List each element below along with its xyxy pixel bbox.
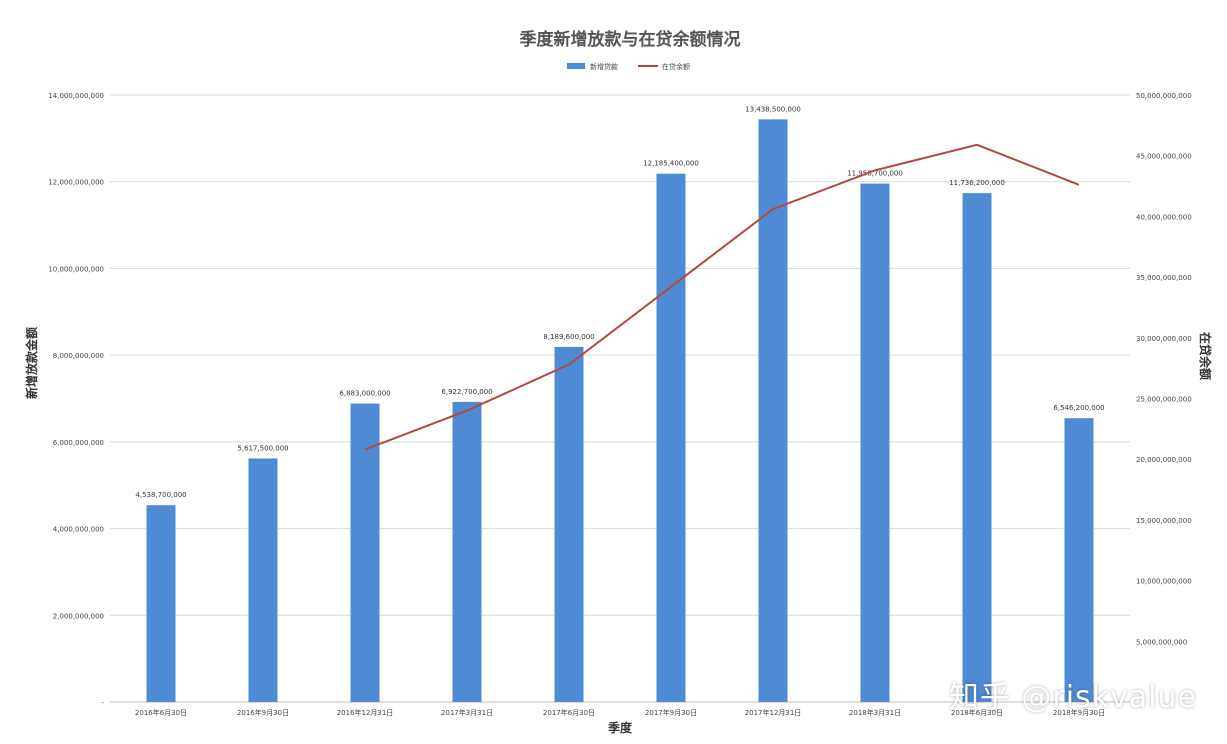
x-tick-label: 2018年3月31日 <box>849 708 901 717</box>
x-tick-label: 2016年6月30日 <box>135 708 187 717</box>
bar <box>452 401 482 702</box>
bar-data-label: 12,185,400,000 <box>643 160 699 168</box>
y-tick-label: - <box>101 699 104 707</box>
y2-tick-label: 45,000,000,000 <box>1136 153 1192 161</box>
bar-data-label: 8,189,600,000 <box>543 333 594 341</box>
y-tick-label: 12,000,000,000 <box>48 179 104 187</box>
y-axis-right: 5,000,000,000 10,000,000,000 15,000,000,00… <box>1136 92 1192 646</box>
y-tick-label: 4,000,000,000 <box>53 526 104 534</box>
y2-tick-label: 20,000,000,000 <box>1136 456 1192 464</box>
x-tick-label: 2017年6月30日 <box>543 708 595 717</box>
legend: 新增贷款 在贷余额 <box>567 62 690 71</box>
bar-data-label: 5,617,500,000 <box>237 444 288 452</box>
chart-title: 季度新增放款与在贷余额情况 <box>520 29 741 50</box>
bar-data-label: 11,956,700,000 <box>847 170 903 178</box>
bar <box>758 119 788 703</box>
legend-label-bar: 新增贷款 <box>590 62 618 71</box>
y2-tick-label: 35,000,000,000 <box>1136 274 1192 282</box>
line-path <box>364 143 1080 451</box>
bar <box>350 403 380 702</box>
bar-data-label: 11,736,200,000 <box>949 179 1005 187</box>
legend-swatch-bar <box>567 63 585 69</box>
line-series <box>364 143 1080 451</box>
bar <box>554 346 584 702</box>
y2-tick-label: 10,000,000,000 <box>1136 578 1192 586</box>
x-tick-label: 2016年12月31日 <box>337 708 394 717</box>
watermark-text: 知乎 @riskvalue <box>948 680 1197 715</box>
bar-data-labels: 4,538,700,000 5,617,500,000 6,883,000,000 6… <box>135 105 1104 499</box>
y2-tick-label: 30,000,000,000 <box>1136 335 1192 343</box>
bar <box>248 458 278 702</box>
y-tick-label: 10,000,000,000 <box>48 265 104 273</box>
bar <box>146 505 176 702</box>
x-tick-label: 2016年9月30日 <box>237 708 289 717</box>
bar-series <box>146 119 1094 703</box>
bar <box>962 193 992 702</box>
bar <box>656 173 686 702</box>
x-tick-label: 2017年3月31日 <box>441 708 493 717</box>
bar-data-label: 6,883,000,000 <box>339 390 390 398</box>
bar-data-label: 4,538,700,000 <box>135 491 186 499</box>
y-tick-label: 14,000,000,000 <box>48 92 104 100</box>
y2-tick-label: 15,000,000,000 <box>1136 517 1192 525</box>
y-axis-title: 新增放款金额 <box>24 327 39 399</box>
y2-tick-label: 25,000,000,000 <box>1136 396 1192 404</box>
y-tick-label: 8,000,000,000 <box>53 352 104 360</box>
legend-label-line: 在贷余额 <box>662 62 690 71</box>
x-tick-label: 2018年9月30日 <box>1053 708 1105 717</box>
x-axis: 2016年6月30日 2016年9月30日 2016年12月31日 2017年3月31… <box>135 708 1105 717</box>
y-tick-label: 2,000,000,000 <box>53 612 104 620</box>
grid <box>110 94 1130 703</box>
x-axis-title: 季度 <box>607 720 633 735</box>
bar-data-label: 6,922,700,000 <box>441 388 492 396</box>
y-tick-label: 6,000,000,000 <box>53 439 104 447</box>
y-axis-left: - 2,000,000,000 4,000,000,000 6,000,000,000… <box>48 92 104 707</box>
y2-tick-label: 40,000,000,000 <box>1136 213 1192 221</box>
x-tick-label: 2018年6月30日 <box>951 708 1003 717</box>
x-tick-label: 2017年9月30日 <box>645 708 697 717</box>
bar <box>1064 418 1094 702</box>
y2-tick-label: 5,000,000,000 <box>1136 638 1187 646</box>
y2-axis-title: 在贷余额 <box>1198 332 1213 380</box>
bar-data-label: 13,438,500,000 <box>745 105 801 113</box>
y2-tick-label: 50,000,000,000 <box>1136 92 1192 100</box>
x-tick-label: 2017年12月31日 <box>745 708 802 717</box>
bar <box>860 183 890 702</box>
bar-data-label: 6,546,200,000 <box>1053 404 1104 412</box>
